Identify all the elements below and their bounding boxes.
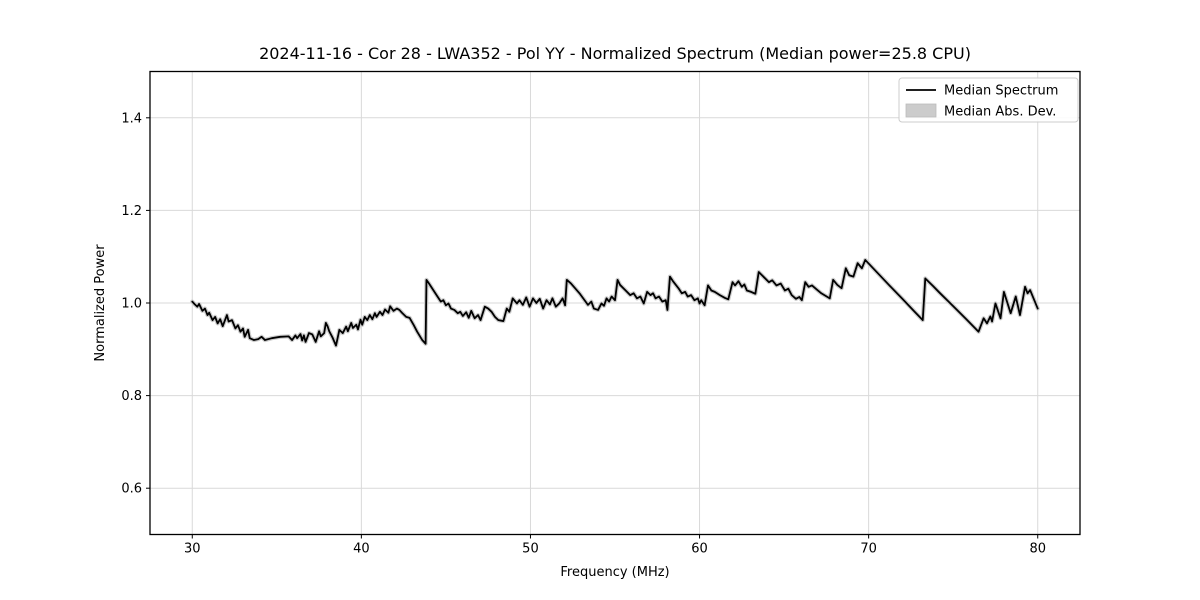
y-tick-label: 1.0 <box>121 297 142 312</box>
x-tick-label: 40 <box>353 542 370 557</box>
legend-frame <box>898 77 1079 123</box>
legend-label-median-abs-dev: Median Abs. Dev. <box>944 105 1056 120</box>
legend: Median Spectrum Median Abs. Dev. <box>898 77 1079 123</box>
median-spectrum-line <box>191 259 1039 347</box>
x-tick-label: 30 <box>184 542 201 557</box>
x-axis-label: Frequency (MHz) <box>560 565 669 580</box>
legend-label-median-spectrum: Median Spectrum <box>944 84 1058 99</box>
y-tick-label: 1.4 <box>121 111 142 126</box>
x-tick-label: 80 <box>1029 542 1046 557</box>
x-tick-label: 70 <box>860 542 877 557</box>
y-tick-label: 1.2 <box>121 204 142 219</box>
y-axis-label: Normalized Power <box>93 244 108 362</box>
y-tick-label: 0.6 <box>121 482 142 497</box>
x-tick-label: 50 <box>522 542 539 557</box>
plot-layer <box>190 257 1040 348</box>
y-tick-label: 0.8 <box>121 389 142 404</box>
x-tick-label: 60 <box>691 542 708 557</box>
tick-layer: 30 40 50 60 70 80 0.6 0.8 1.0 1.2 1.4 <box>121 111 1046 556</box>
legend-patch-sample <box>905 103 937 118</box>
chart-title: 2024-11-16 - Cor 28 - LWA352 - Pol YY - … <box>259 44 971 63</box>
